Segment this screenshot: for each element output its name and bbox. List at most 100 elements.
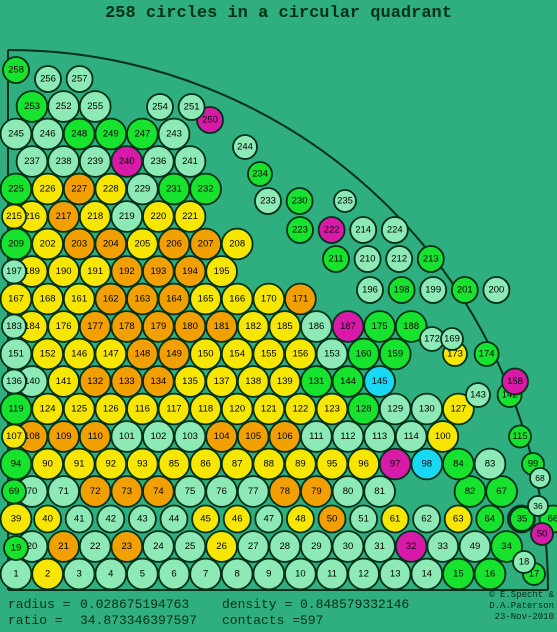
packed-circle: 82 bbox=[455, 476, 486, 507]
packed-circle: 232 bbox=[190, 174, 221, 205]
circle-label: 124 bbox=[40, 404, 56, 415]
packed-circle: 5 bbox=[127, 559, 158, 590]
packed-circle: 253 bbox=[17, 91, 48, 122]
circle-label: 246 bbox=[40, 129, 56, 140]
packed-circle: 234 bbox=[248, 162, 272, 186]
circle-label: 163 bbox=[134, 294, 150, 305]
circle-label: 219 bbox=[119, 211, 135, 222]
packed-circle: 67 bbox=[486, 476, 517, 507]
packed-circle: 46 bbox=[224, 506, 251, 533]
circle-label: 24 bbox=[153, 541, 164, 552]
circle-label: 172 bbox=[424, 334, 440, 345]
circle-label: 220 bbox=[150, 211, 166, 222]
circle-label: 213 bbox=[423, 254, 439, 265]
packed-circle: 22 bbox=[80, 531, 111, 562]
circle-label: 147 bbox=[103, 349, 119, 360]
packed-circle: 241 bbox=[175, 146, 206, 177]
circle-label: 40 bbox=[42, 514, 53, 525]
circle-label: 29 bbox=[311, 541, 322, 552]
packed-circle: 215 bbox=[2, 205, 26, 229]
circle-label: 46 bbox=[232, 514, 243, 525]
circle-label: 241 bbox=[182, 156, 198, 167]
circle-label: 67 bbox=[496, 486, 507, 497]
packed-circle: 98 bbox=[411, 449, 442, 480]
packed-circle: 48 bbox=[287, 506, 314, 533]
packed-circle: 176 bbox=[48, 311, 79, 342]
circle-label: 94 bbox=[11, 459, 22, 470]
packed-circle: 183 bbox=[2, 315, 26, 339]
packed-circle: 3 bbox=[64, 559, 95, 590]
circle-label: 85 bbox=[169, 459, 180, 470]
packed-circle: 50 bbox=[531, 523, 553, 545]
packed-circle: 42 bbox=[97, 506, 124, 533]
circle-label: 129 bbox=[387, 404, 403, 415]
circle-label: 215 bbox=[6, 211, 22, 222]
circle-label: 179 bbox=[150, 321, 166, 332]
circle-label: 84 bbox=[453, 459, 464, 470]
packed-circle: 255 bbox=[80, 91, 111, 122]
credit-line: D.A.Paterson bbox=[489, 601, 554, 611]
circle-label: 3 bbox=[77, 569, 82, 580]
packed-circle: 36 bbox=[528, 496, 548, 516]
packed-circle: 162 bbox=[95, 284, 126, 315]
circle-label: 235 bbox=[337, 196, 353, 207]
circle-label: 165 bbox=[198, 294, 214, 305]
footer-text: 0.028675194763 bbox=[80, 597, 189, 612]
packed-circle: 112 bbox=[333, 421, 364, 452]
footer-text: 597 bbox=[300, 613, 323, 628]
circle-label: 13 bbox=[390, 569, 401, 580]
packed-circle: 179 bbox=[143, 311, 174, 342]
packed-circle: 6 bbox=[159, 559, 190, 590]
circle-label: 183 bbox=[6, 321, 22, 332]
circle-label: 102 bbox=[150, 431, 166, 442]
packed-circle: 252 bbox=[48, 91, 79, 122]
packed-circle: 16 bbox=[475, 559, 506, 590]
circle-label: 45 bbox=[200, 514, 211, 525]
footer-text: contacts = bbox=[222, 613, 300, 628]
circle-label: 98 bbox=[422, 459, 433, 470]
circle-label: 234 bbox=[252, 169, 268, 180]
packed-circle: 254 bbox=[147, 94, 173, 120]
packed-circle: 21 bbox=[48, 531, 79, 562]
packed-circle: 152 bbox=[32, 339, 63, 370]
circle-label: 237 bbox=[24, 156, 40, 167]
packed-circle: 64 bbox=[476, 506, 503, 533]
circle-label: 167 bbox=[8, 294, 24, 305]
circle-label: 41 bbox=[74, 514, 85, 525]
diagram-svg: 258 circles in a circular quadrant123456… bbox=[0, 0, 557, 632]
circle-label: 205 bbox=[134, 239, 150, 250]
circle-label: 39 bbox=[11, 514, 22, 525]
packed-circle: 200 bbox=[483, 277, 509, 303]
packed-circle: 9 bbox=[253, 559, 284, 590]
circle-label: 71 bbox=[58, 486, 69, 497]
packed-circle: 26 bbox=[206, 531, 237, 562]
packed-circle: 238 bbox=[48, 146, 79, 177]
packed-circle: 186 bbox=[301, 311, 332, 342]
packed-circle: 131 bbox=[301, 366, 332, 397]
packed-circle: 190 bbox=[48, 256, 79, 287]
packed-circle: 201 bbox=[452, 277, 478, 303]
packed-circle: 167 bbox=[1, 284, 32, 315]
circle-label: 22 bbox=[90, 541, 101, 552]
circle-label: 80 bbox=[343, 486, 354, 497]
circle-label: 48 bbox=[295, 514, 306, 525]
circle-label: 9 bbox=[266, 569, 271, 580]
circle-label: 228 bbox=[103, 184, 119, 195]
packed-circle: 246 bbox=[32, 119, 63, 150]
circle-label: 8 bbox=[235, 569, 240, 580]
circle-label: 15 bbox=[453, 569, 464, 580]
packed-circle: 193 bbox=[143, 256, 174, 287]
circle-label: 168 bbox=[40, 294, 56, 305]
circle-label: 225 bbox=[8, 184, 24, 195]
circle-label: 125 bbox=[71, 404, 87, 415]
circle-label: 64 bbox=[485, 514, 496, 525]
circle-label: 252 bbox=[56, 101, 72, 112]
packed-circle: 171 bbox=[285, 284, 316, 315]
circle-label: 137 bbox=[214, 376, 230, 387]
packed-circle: 109 bbox=[48, 421, 79, 452]
packed-circle: 197 bbox=[2, 260, 26, 284]
circle-label: 136 bbox=[6, 376, 22, 387]
packed-circle: 210 bbox=[355, 246, 381, 272]
circle-label: 70 bbox=[27, 486, 38, 497]
packed-circle: 199 bbox=[420, 277, 446, 303]
